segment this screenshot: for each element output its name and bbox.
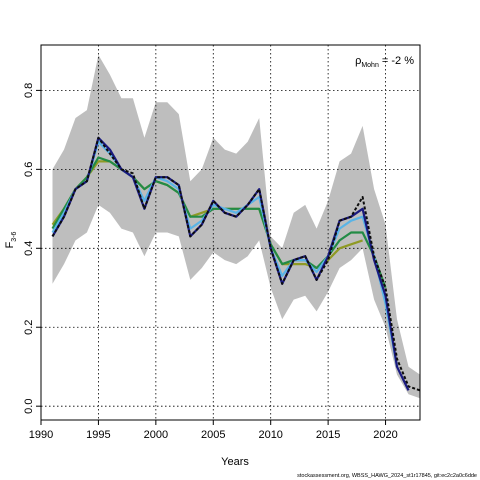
y-axis: 0.0 0.2 0.4 0.6 0.8 [23, 83, 42, 414]
confidence-band-layer [52, 54, 420, 399]
mohn-rho-annotation: ρMohn = -2 % [355, 55, 414, 69]
x-tick-label: 2010 [258, 429, 282, 441]
x-tick-label: 2020 [373, 429, 397, 441]
x-tick-label: 1990 [29, 429, 53, 441]
y-tick-label: 0.4 [23, 241, 35, 256]
x-tick-label: 2015 [316, 429, 340, 441]
y-tick-label: 0.2 [23, 320, 35, 335]
series-line [51, 136, 421, 392]
y-tick-label: 0.8 [23, 83, 35, 98]
x-tick-label: 1995 [86, 429, 110, 441]
series-layer [51, 136, 421, 392]
y-axis-title: F3-6 [4, 231, 18, 248]
x-tick-label: 2000 [144, 429, 168, 441]
confidence-band [52, 54, 420, 399]
x-tick-label: 2005 [201, 429, 225, 441]
y-tick-label: 0.6 [23, 162, 35, 177]
footer-source: stockassessment.org, WBSS_HAWG_2024_st1r… [297, 473, 477, 479]
y-tick-label: 0.0 [23, 399, 35, 414]
x-axis: 1990 1995 2000 2005 2010 2015 2020 [29, 419, 398, 441]
x-axis-title: Years [221, 456, 249, 468]
